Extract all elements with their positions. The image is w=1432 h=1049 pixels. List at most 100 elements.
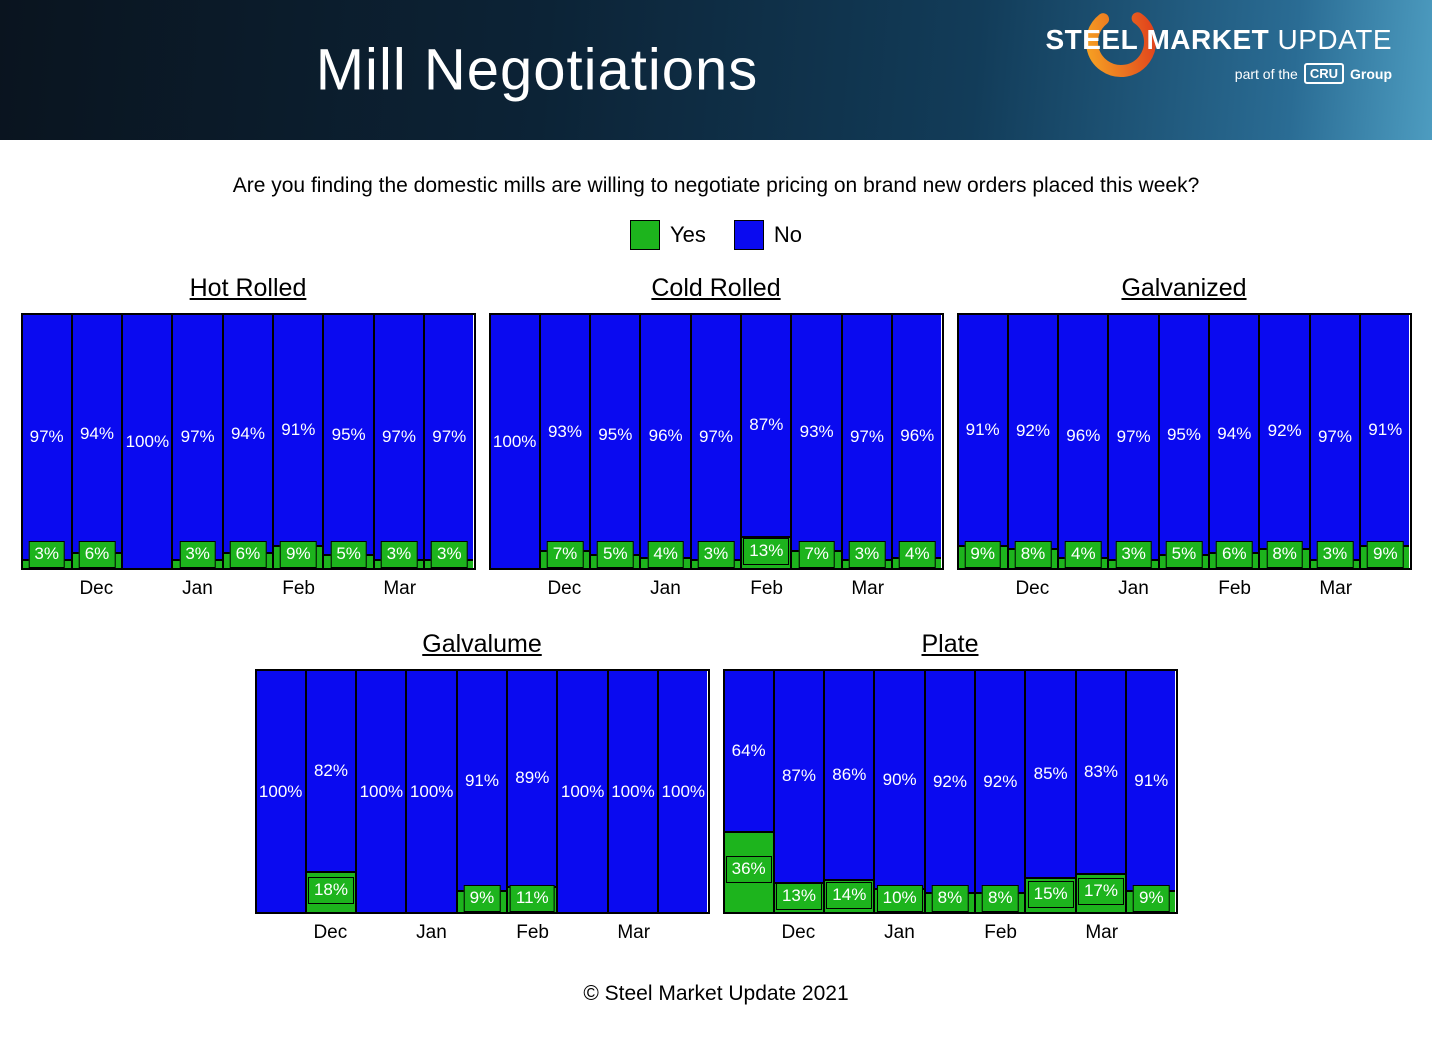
no-value-label: 97% <box>381 427 416 447</box>
month-label <box>792 578 843 600</box>
legend-label-no: No <box>773 222 802 247</box>
no-value-label: 94% <box>79 423 114 443</box>
month-axis: Dec Jan Feb Mar <box>957 578 1412 600</box>
bar-galvanized-7: 97% 3% <box>1310 315 1362 568</box>
no-value-label: 94% <box>230 423 265 443</box>
segment-no: 96% <box>1059 315 1108 557</box>
no-value-label: 97% <box>432 427 467 447</box>
segment-no: 86% <box>825 671 874 880</box>
month-label: Mar <box>617 922 651 943</box>
no-value-label: 92% <box>1267 421 1302 441</box>
month-axis: Dec Jan Feb Mar <box>21 578 476 600</box>
bar-galvalume-8: 100% <box>659 671 708 912</box>
bar-cold-rolled-5: 87% 13% <box>742 315 793 568</box>
month-label <box>489 578 540 600</box>
bar-galvanized-1: 92% 8% <box>1008 315 1060 568</box>
no-value-label: 96% <box>648 425 683 445</box>
yes-value-label: 10% <box>876 885 923 912</box>
month-label <box>21 578 72 600</box>
segment-no: 91% <box>457 671 507 891</box>
no-value-label: 97% <box>849 427 884 447</box>
month-label <box>255 922 306 944</box>
bar-hot-rolled-2: 100% <box>123 315 174 568</box>
segment-no: 93% <box>540 315 590 550</box>
segment-no: 92% <box>976 671 1025 893</box>
charts-row-bottom: Galvalume 100% 82% 18% 100% 100% 91% 9% 89% 11% 1… <box>0 630 1432 944</box>
segment-no: 100% <box>608 671 658 912</box>
month-axis: Dec Jan Feb Mar <box>255 922 710 944</box>
segment-no: 85% <box>1026 671 1075 878</box>
yes-value-label: 5% <box>330 541 367 568</box>
month-label <box>122 578 173 600</box>
no-value-label: 87% <box>781 766 816 786</box>
bar-galvanized-5: 94% 6% <box>1210 315 1261 568</box>
segment-no: 100% <box>490 315 539 568</box>
month-label: Dec <box>79 578 114 599</box>
plot-area: 100% 82% 18% 100% 100% 91% 9% 89% 11% 100% 100% 100… <box>254 669 710 914</box>
yes-value-label: 3% <box>1316 541 1354 568</box>
bar-plate-4: 92% 8% <box>925 671 977 912</box>
legend-item-no: No <box>733 220 802 250</box>
month-label <box>1026 922 1077 944</box>
no-value-label: 93% <box>799 422 834 442</box>
plot-area: 97% 3% 94% 6% 100% 97% 3% 94% 6% 91% 9% 95% 5% 97% 3% 9… <box>20 313 476 570</box>
yes-value-label: 8% <box>931 885 969 912</box>
logo-word-market: MARKET <box>1146 24 1270 55</box>
chart-plate: Plate 64% 36% 87% 13% 86% 14% 90% 10% 92% 8% 92% 8%… <box>722 630 1178 944</box>
bar-galvanized-6: 92% 8% <box>1260 315 1311 568</box>
no-value-label: 97% <box>29 427 64 447</box>
yes-value-label: 3% <box>380 541 418 568</box>
segment-no: 97% <box>691 315 741 560</box>
month-label <box>824 922 875 944</box>
bar-galvalume-0: 100% <box>256 671 307 912</box>
month-label: Feb <box>282 578 315 599</box>
month-label <box>324 578 375 600</box>
no-value-label: 86% <box>832 765 867 785</box>
header-banner: Mill Negotiations STEEL MARKET UPDATE <box>0 0 1432 140</box>
no-value-label: 90% <box>882 769 917 789</box>
month-label <box>1159 578 1210 600</box>
page-title: Mill Negotiations <box>315 37 759 103</box>
yes-value-label: 36% <box>725 855 772 883</box>
cru-badge: CRU <box>1303 63 1344 84</box>
segment-no: 95% <box>324 315 373 555</box>
no-value-label: 97% <box>180 427 215 447</box>
month-label <box>893 578 944 600</box>
bar-galvalume-2: 100% <box>357 671 408 912</box>
bar-plate-0: 64% 36% <box>724 671 775 912</box>
yes-value-label: 15% <box>1027 880 1074 908</box>
no-value-label: 91% <box>965 420 1000 440</box>
segment-no: 91% <box>1361 315 1410 546</box>
no-value-label: 85% <box>1033 764 1068 784</box>
segment-no: 87% <box>742 315 791 536</box>
chart-title: Hot Rolled <box>189 274 307 302</box>
month-label <box>223 578 274 600</box>
segment-no: 96% <box>893 315 942 557</box>
no-value-label: 95% <box>331 424 366 444</box>
yes-value-label: 9% <box>1366 541 1404 568</box>
month-label: Feb <box>516 922 549 943</box>
bar-plate-8: 91% 9% <box>1127 671 1176 912</box>
segment-no: 92% <box>1008 315 1058 548</box>
bar-cold-rolled-2: 95% 5% <box>591 315 642 568</box>
bar-plate-1: 87% 13% <box>774 671 826 912</box>
bar-galvanized-4: 95% 5% <box>1159 315 1211 568</box>
segment-no: 91% <box>958 315 1007 546</box>
no-value-label: 82% <box>313 760 348 780</box>
segment-no: 97% <box>842 315 892 560</box>
no-value-label: 97% <box>1317 427 1352 447</box>
segment-no: 97% <box>425 315 474 560</box>
charts-row-top: Hot Rolled 97% 3% 94% 6% 100% 97% 3% 94% 6% 91% 9%… <box>0 274 1432 600</box>
bar-galvalume-5: 89% 11% <box>508 671 559 912</box>
bar-galvalume-4: 91% 9% <box>457 671 509 912</box>
month-label <box>558 922 609 944</box>
segment-no: 97% <box>22 315 71 560</box>
no-value-label: 100% <box>409 781 454 801</box>
bar-cold-rolled-0: 100% <box>490 315 541 568</box>
bar-hot-rolled-5: 91% 9% <box>274 315 325 568</box>
no-value-label: 100% <box>661 781 706 801</box>
month-label: Feb <box>984 922 1017 943</box>
segment-no: 100% <box>407 671 456 912</box>
segment-no: 90% <box>875 671 924 889</box>
month-label: Dec <box>547 578 582 599</box>
